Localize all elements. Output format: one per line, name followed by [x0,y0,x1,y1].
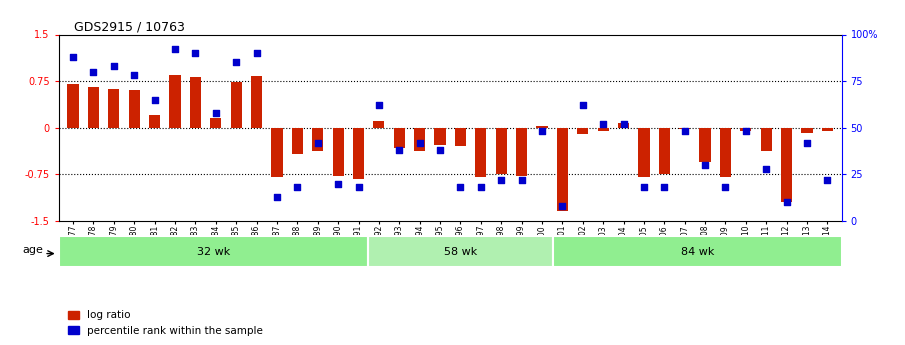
Bar [760,128,772,151]
Bar [719,128,731,177]
Point [473,185,488,190]
Point [86,69,100,75]
Bar [822,128,833,131]
Point [779,199,794,205]
Bar [414,128,425,151]
Point [555,203,569,209]
FancyBboxPatch shape [59,236,367,267]
Point [167,47,182,52]
Point [351,185,366,190]
Bar [312,128,323,151]
Bar [332,128,344,176]
Point [148,97,162,102]
Bar [109,89,119,128]
Bar [781,128,792,202]
Point [413,140,427,145]
Legend: log ratio, percentile rank within the sample: log ratio, percentile rank within the sa… [64,306,267,340]
Point [595,121,610,127]
Point [657,185,672,190]
Bar [291,128,303,154]
Text: 32 wk: 32 wk [196,247,230,257]
Bar [373,121,385,128]
Bar [537,126,548,128]
Bar [88,87,99,128]
Text: 84 wk: 84 wk [681,247,714,257]
Bar [353,128,364,179]
FancyBboxPatch shape [367,236,553,267]
Point [535,129,549,134]
Text: age: age [22,245,43,255]
Point [698,162,712,168]
Point [800,140,814,145]
FancyBboxPatch shape [553,236,842,267]
Point [678,129,692,134]
Text: GDS2915 / 10763: GDS2915 / 10763 [74,20,186,33]
Point [127,73,141,78]
Point [392,147,406,153]
Bar [68,84,79,128]
Bar [190,77,201,128]
Point [291,185,305,190]
Bar [434,128,445,145]
Bar [455,128,466,146]
Point [229,60,243,65]
Point [636,185,651,190]
Bar [394,128,405,148]
Bar [169,75,181,128]
Bar [251,76,262,128]
Bar [272,128,282,177]
Point [66,54,81,60]
Point [759,166,774,171]
Bar [210,118,222,128]
Point [576,102,590,108]
Point [719,185,733,190]
Bar [597,128,609,131]
Point [738,129,753,134]
Bar [618,123,629,128]
Point [494,177,509,183]
Bar [577,128,588,134]
Bar [496,128,507,174]
Point [331,181,346,186]
Point [616,121,631,127]
Point [453,185,468,190]
Point [514,177,529,183]
Bar [516,128,528,176]
Point [270,194,284,199]
Point [820,177,834,183]
Bar [638,128,650,177]
Point [310,140,325,145]
Bar [802,128,813,132]
Point [250,50,264,56]
Bar [740,128,751,131]
Bar [129,90,140,128]
Point [208,110,223,116]
Point [433,147,447,153]
Point [188,50,203,56]
Point [372,102,386,108]
Bar [149,115,160,128]
Bar [231,82,242,128]
Text: 58 wk: 58 wk [444,247,477,257]
Bar [700,128,710,162]
Point [107,63,121,69]
Bar [475,128,486,177]
Bar [557,128,568,211]
Bar [659,128,670,174]
Bar [679,128,691,129]
